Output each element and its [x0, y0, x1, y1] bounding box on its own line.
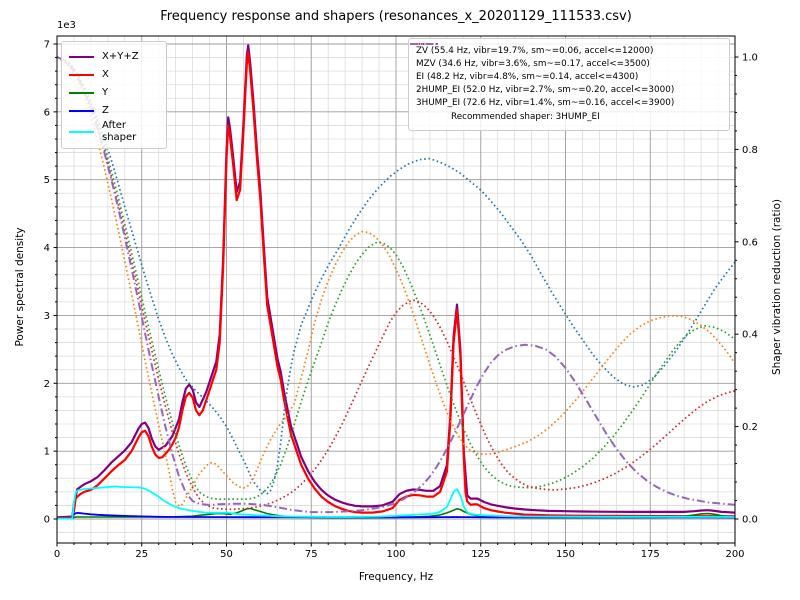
y-left-tick-label: 7 — [44, 40, 50, 51]
y-right-tick-label: 0.4 — [742, 330, 758, 341]
curves — [57, 44, 735, 520]
y-axis-left-label: Power spectral density — [14, 227, 26, 347]
legend-line-swatch — [69, 56, 94, 58]
legend-label: Z — [102, 105, 109, 116]
y-left-tick-label: 2 — [44, 379, 50, 390]
curve-3hump-ei — [57, 56, 735, 514]
curve-x — [57, 51, 735, 520]
y-right-tick-label: 0.6 — [742, 237, 758, 248]
x-tick-label: 200 — [725, 549, 744, 560]
x-axis-label: Frequency, Hz — [358, 571, 434, 583]
curve-zv — [57, 56, 735, 495]
legend-line-swatch — [410, 43, 438, 45]
y-left-tick-label: 3 — [44, 311, 50, 322]
curve-after-shaper — [57, 485, 735, 520]
y-left-tick-label: 4 — [44, 243, 50, 254]
x-tick-label: 150 — [556, 549, 575, 560]
x-tick-label: 75 — [305, 549, 318, 560]
y-left-tick-label: 5 — [44, 175, 50, 186]
legend-item-after-shaper: After shaper — [69, 120, 158, 144]
x-tick-label: 50 — [220, 549, 233, 560]
x-tick-label: 125 — [471, 549, 490, 560]
y-left-tick-label: 6 — [44, 107, 50, 118]
recommended-shaper-text: Recommended shaper: 3HUMP_EI — [451, 112, 600, 123]
curve-ei — [57, 56, 735, 500]
curve-2hump-ei — [57, 56, 735, 511]
y-axis-offset-text: 1e3 — [57, 20, 76, 31]
legend-item-ei: EI (48.2 Hz, vibr=4.8%, sm~=0.14, accel<… — [410, 43, 721, 83]
chart-title: Frequency response and shapers (resonanc… — [160, 9, 632, 24]
psd-legend: X+Y+Z X Y Z After shaper — [61, 41, 167, 149]
x-tick-label: 25 — [135, 549, 148, 560]
y-right-tick-label: 0.0 — [742, 515, 758, 526]
legend-item-mzv: MZV (34.6 Hz, vibr=3.6%, sm~=0.17, accel… — [410, 43, 721, 70]
legend-label: X — [102, 69, 109, 80]
legend-label: MZV (34.6 Hz, vibr=3.6%, sm~=0.17, accel… — [416, 58, 650, 69]
legend-item-3hump-ei: 3HUMP_EI (72.6 Hz, vibr=1.4%, sm~=0.16, … — [410, 43, 721, 110]
y-right-tick-label: 1.0 — [742, 53, 758, 64]
legend-item-z: Z — [69, 102, 158, 120]
x-tick-label: 100 — [386, 549, 405, 560]
legend-line-swatch — [69, 131, 94, 133]
x-tick-label: 0 — [54, 549, 60, 560]
legend-line-swatch — [69, 74, 94, 76]
y-right-tick-label: 0.2 — [742, 422, 758, 433]
y-left-tick-label: 0 — [44, 515, 50, 526]
legend-label: Y — [102, 87, 109, 98]
legend-label: After shaper — [102, 120, 137, 143]
legend-line-swatch — [69, 110, 94, 112]
axis-ticks — [53, 43, 739, 547]
y-right-tick-label: 0.8 — [742, 145, 758, 156]
y-axis-right-label: Shaper vibration reduction (ratio) — [771, 198, 783, 376]
legend-label: EI (48.2 Hz, vibr=4.8%, sm~=0.14, accel<… — [416, 71, 639, 82]
legend-item-x-y-z: X+Y+Z — [69, 48, 158, 66]
legend-label: 3HUMP_EI (72.6 Hz, vibr=1.4%, sm~=0.16, … — [416, 98, 675, 109]
legend-item-y: Y — [69, 84, 158, 102]
legend-label: ZV (55.4 Hz, vibr=19.7%, sm~=0.06, accel… — [416, 45, 654, 56]
x-tick-label: 175 — [641, 549, 660, 560]
legend-label: X+Y+Z — [102, 51, 139, 62]
shaper-legend: ZV (55.4 Hz, vibr=19.7%, sm~=0.06, accel… — [408, 38, 730, 131]
recommended-shaper-note: Recommended shaper: 3HUMP_EI — [416, 110, 721, 125]
tick-labels: 0 25 50 75 100 125 150 175 200 0 1 2 3 4 5 6 7 0.0 0.2 0.4 0… — [44, 40, 758, 560]
legend-item-x: X — [69, 66, 158, 84]
legend-line-swatch — [69, 92, 94, 94]
legend-item-2hump-ei: 2HUMP_EI (52.0 Hz, vibr=2.7%, sm~=0.20, … — [410, 43, 721, 97]
y-left-tick-label: 1 — [44, 447, 50, 458]
legend-label: 2HUMP_EI (52.0 Hz, vibr=2.7%, sm~=0.20, … — [416, 85, 675, 96]
curve-x-y-z — [57, 44, 735, 519]
legend-item-zv: ZV (55.4 Hz, vibr=19.7%, sm~=0.06, accel… — [410, 43, 721, 57]
